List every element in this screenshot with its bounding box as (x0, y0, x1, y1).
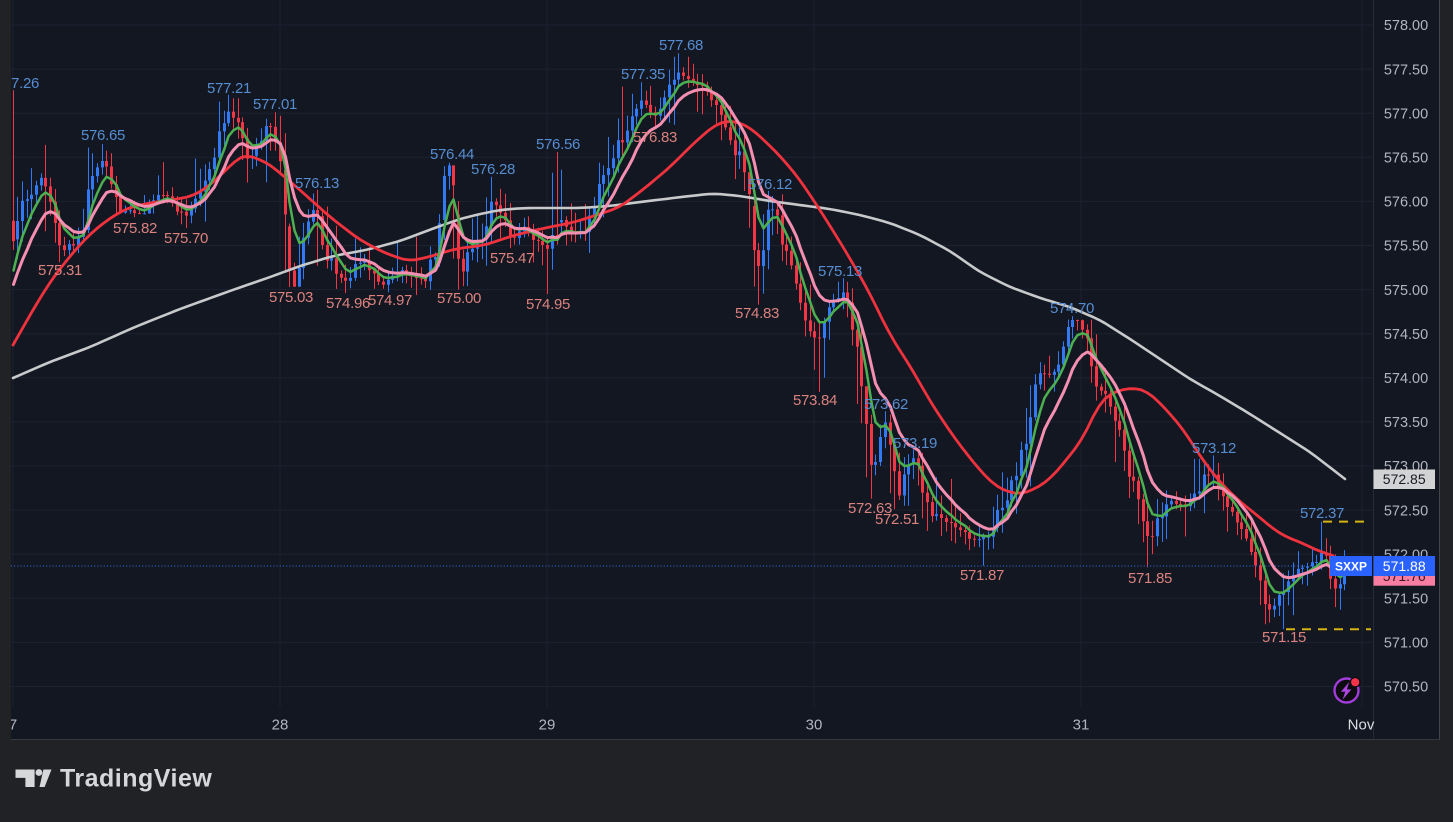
svg-text:577.26: 577.26 (0, 75, 39, 92)
svg-text:28: 28 (272, 717, 289, 734)
svg-text:576.56: 576.56 (536, 136, 580, 153)
svg-text:572.51: 572.51 (875, 511, 919, 528)
svg-text:572.37: 572.37 (1300, 505, 1344, 522)
svg-text:571.85: 571.85 (1128, 570, 1172, 587)
svg-text:31: 31 (1073, 717, 1090, 734)
svg-text:577.68: 577.68 (659, 37, 703, 54)
svg-text:576.28: 576.28 (471, 161, 515, 178)
svg-text:576.44: 576.44 (430, 146, 474, 163)
svg-text:576.00: 576.00 (1384, 195, 1428, 211)
svg-text:571.87: 571.87 (960, 567, 1004, 584)
svg-text:577.00: 577.00 (1384, 106, 1428, 122)
svg-text:577.35: 577.35 (621, 66, 665, 83)
svg-text:573.84: 573.84 (793, 392, 837, 409)
svg-text:571.50: 571.50 (1384, 592, 1428, 608)
svg-text:575.00: 575.00 (437, 290, 481, 307)
svg-text:Nov: Nov (1348, 717, 1375, 734)
svg-text:574.97: 574.97 (368, 292, 412, 309)
svg-text:575.13: 575.13 (818, 263, 862, 280)
svg-text:576.13: 576.13 (295, 175, 339, 192)
svg-text:574.95: 574.95 (526, 296, 570, 313)
svg-text:574.50: 574.50 (1384, 327, 1428, 343)
svg-text:576.83: 576.83 (633, 129, 677, 146)
svg-text:571.00: 571.00 (1384, 636, 1428, 652)
svg-text:572.85: 572.85 (1383, 471, 1426, 487)
svg-text:572.50: 572.50 (1384, 503, 1428, 519)
svg-text:574.83: 574.83 (735, 305, 779, 322)
svg-text:30: 30 (806, 717, 823, 734)
svg-text:578.00: 578.00 (1384, 18, 1428, 34)
svg-text:29: 29 (539, 717, 556, 734)
svg-text:576.12: 576.12 (748, 176, 792, 193)
svg-text:574.96: 574.96 (326, 295, 370, 312)
svg-text:577.50: 577.50 (1384, 62, 1428, 78)
svg-text:574.70: 574.70 (1050, 300, 1094, 317)
svg-text:577.01: 577.01 (253, 96, 297, 113)
svg-text:572.63: 572.63 (848, 500, 892, 517)
svg-text:571.88: 571.88 (1383, 558, 1426, 574)
svg-text:576.50: 576.50 (1384, 151, 1428, 167)
svg-text:575.47: 575.47 (490, 250, 534, 267)
svg-text:575.70: 575.70 (164, 230, 208, 247)
svg-text:7: 7 (9, 717, 17, 734)
svg-text:570.50: 570.50 (1384, 680, 1428, 696)
svg-text:SXXP: SXXP (1335, 559, 1367, 573)
svg-text:TradingView: TradingView (60, 765, 212, 793)
svg-text:573.12: 573.12 (1192, 440, 1236, 457)
svg-text:576.65: 576.65 (81, 127, 125, 144)
svg-text:575.82: 575.82 (113, 220, 157, 237)
svg-text:573.50: 573.50 (1384, 415, 1428, 431)
svg-text:574.00: 574.00 (1384, 371, 1428, 387)
svg-text:575.50: 575.50 (1384, 239, 1428, 255)
svg-text:571.15: 571.15 (1262, 629, 1306, 646)
svg-text:575.31: 575.31 (38, 262, 82, 279)
svg-text:575.03: 575.03 (269, 289, 313, 306)
svg-text:573.62: 573.62 (864, 396, 908, 413)
svg-text:573.19: 573.19 (893, 435, 937, 452)
svg-text:575.00: 575.00 (1384, 283, 1428, 299)
svg-text:577.21: 577.21 (207, 80, 251, 97)
